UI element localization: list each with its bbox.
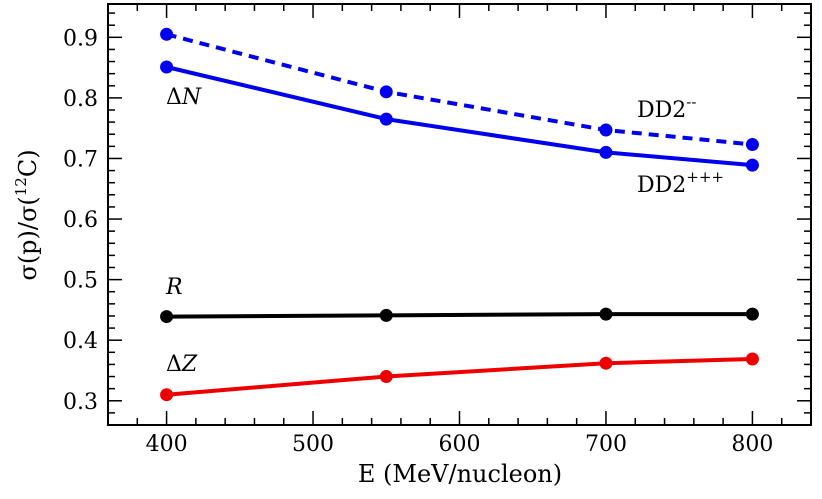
x-tick-label: 700 bbox=[585, 432, 627, 457]
data-point bbox=[599, 123, 613, 137]
data-point bbox=[745, 138, 759, 152]
data-point bbox=[160, 310, 174, 324]
data-point bbox=[745, 307, 759, 321]
x-tick-labels: 400 500 600 700 800 bbox=[146, 432, 774, 457]
series-line bbox=[166, 312, 753, 319]
data-point bbox=[160, 27, 174, 41]
axis-ticks bbox=[107, 4, 812, 426]
series-layer bbox=[160, 27, 759, 402]
label-r: R bbox=[165, 275, 183, 300]
y-axis-title: σ(p)/σ(12C) bbox=[12, 149, 42, 280]
data-point bbox=[379, 112, 393, 126]
y-tick-label: 0.5 bbox=[63, 269, 98, 294]
data-point bbox=[599, 356, 613, 370]
y-tick-labels: 0.3 0.4 0.5 0.6 0.7 0.8 0.9 bbox=[63, 26, 98, 414]
y-tick-label: 0.3 bbox=[63, 390, 98, 415]
data-point bbox=[160, 388, 174, 402]
x-axis-title: E (MeV/nucleon) bbox=[358, 460, 562, 488]
y-tick-label: 0.9 bbox=[63, 26, 98, 51]
x-tick-label: 500 bbox=[292, 432, 334, 457]
data-point bbox=[599, 307, 613, 321]
data-point bbox=[379, 85, 393, 99]
data-point bbox=[745, 352, 759, 366]
x-tick-label: 800 bbox=[731, 432, 773, 457]
data-point bbox=[160, 60, 174, 74]
series-line bbox=[166, 65, 753, 168]
label-delta-z: ΔZ bbox=[166, 352, 198, 377]
y-tick-label: 0.4 bbox=[63, 329, 98, 354]
label-delta-n: ΔN bbox=[166, 85, 202, 110]
label-dd2-minus: DD2-- bbox=[637, 93, 696, 123]
x-tick-label: 400 bbox=[146, 432, 188, 457]
x-tick-label: 600 bbox=[439, 432, 481, 457]
y-tick-label: 0.8 bbox=[63, 87, 98, 112]
plot-frame bbox=[107, 3, 812, 426]
y-tick-label: 0.7 bbox=[63, 147, 98, 172]
label-dd2-plus: DD2+++ bbox=[637, 168, 724, 198]
series-line bbox=[166, 357, 753, 397]
data-point bbox=[745, 158, 759, 172]
y-tick-label: 0.6 bbox=[63, 208, 98, 233]
data-point bbox=[599, 145, 613, 159]
data-point bbox=[379, 370, 393, 384]
data-point bbox=[379, 308, 393, 322]
